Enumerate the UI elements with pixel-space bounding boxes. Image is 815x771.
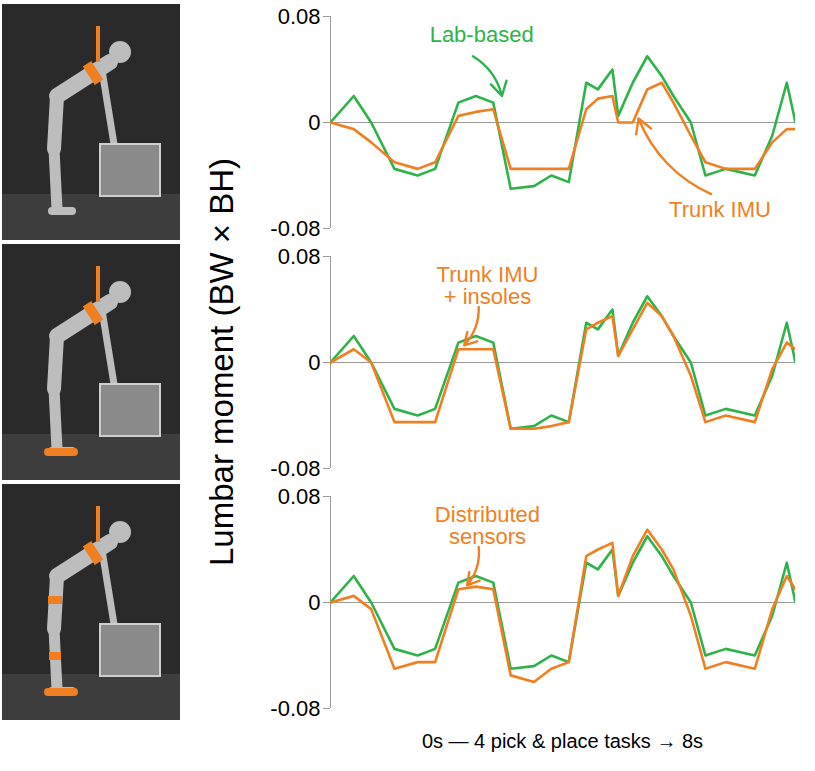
svg-text:Trunk IMU: Trunk IMU — [669, 197, 771, 222]
svg-text:Lab-based: Lab-based — [430, 22, 534, 47]
svg-text:Trunk IMU+ insoles: Trunk IMU+ insoles — [437, 262, 539, 309]
svg-text:0: 0 — [308, 590, 320, 615]
svg-text:-0.08: -0.08 — [270, 216, 320, 241]
svg-text:-0.08: -0.08 — [270, 456, 320, 481]
svg-text:-0.08: -0.08 — [270, 696, 320, 721]
svg-text:0.08: 0.08 — [278, 4, 321, 29]
svg-text:Distributedsensors: Distributedsensors — [435, 502, 540, 549]
html-text:Lumbar moment (BW × BH): Lumbar moment (BW × BH) — [203, 158, 240, 566]
svg-text:0.08: 0.08 — [278, 484, 321, 509]
html-text:0s — 4 pick & place tasks → 8s: 0s — 4 pick & place tasks → 8s — [421, 730, 704, 752]
svg-text:0: 0 — [308, 350, 320, 375]
svg-text:0: 0 — [308, 110, 320, 135]
svg-text:0.08: 0.08 — [278, 244, 321, 269]
